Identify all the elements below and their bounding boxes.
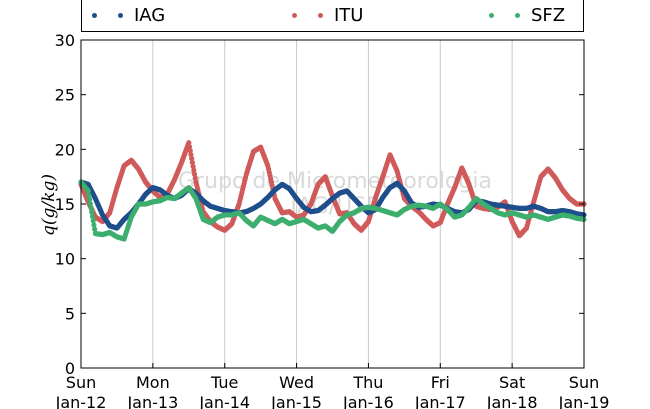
x-tick-day-label: Sun — [569, 373, 599, 392]
x-tick-date-label: Jan-14 — [198, 393, 250, 409]
x-tick-date-label: Jan-16 — [342, 393, 394, 409]
x-tick-date-label: Jan-15 — [270, 393, 322, 409]
legend-label-sfz: SFZ — [531, 4, 566, 26]
data-point — [190, 163, 196, 169]
legend: IAG ITU SFZ — [81, 0, 584, 32]
data-point — [186, 140, 192, 146]
legend-item-itu: ITU — [288, 2, 363, 28]
data-point — [91, 222, 97, 228]
data-point — [88, 205, 94, 211]
legend-label-itu: ITU — [334, 4, 364, 26]
legend-item-sfz: SFZ — [485, 2, 565, 28]
series-points — [78, 140, 587, 242]
watermark-line-1: Grupo de Micrometeorologia — [178, 169, 492, 194]
data-point — [191, 171, 198, 177]
data-point — [186, 144, 193, 150]
x-tick-date-label: Jan-12 — [55, 393, 107, 409]
x-tick-day-label: Mon — [136, 373, 170, 392]
x-tick-day-label: Sun — [66, 373, 96, 392]
y-axis-ticks: 0 5 10 15 20 25 30 — [55, 31, 584, 378]
y-tick-label: 25 — [55, 86, 75, 105]
y-tick-label: 0 — [65, 359, 75, 378]
x-tick-day-label: Tue — [210, 373, 238, 392]
y-axis-label: q(g/kg) — [39, 174, 59, 236]
data-point — [85, 188, 91, 194]
x-tick-day-label: Wed — [279, 373, 314, 392]
x-tick-day-label: Sat — [499, 373, 525, 392]
x-tick-date-label: Jan-19 — [558, 393, 610, 409]
y-tick-label: 5 — [65, 304, 75, 323]
y-tick-label: 10 — [55, 250, 75, 269]
x-tick-date-label: Jan-17 — [414, 393, 466, 409]
legend-marker-sfz — [485, 2, 525, 28]
data-point — [189, 155, 195, 162]
legend-marker-iag — [88, 2, 128, 28]
data-point — [89, 213, 96, 220]
data-point — [187, 148, 193, 154]
x-tick-day-label: Thu — [352, 373, 383, 392]
legend-marker-itu — [288, 2, 328, 28]
data-point — [192, 175, 198, 181]
data-point — [90, 218, 96, 224]
data-point — [191, 167, 197, 173]
data-point — [92, 226, 98, 232]
y-tick-label: 20 — [55, 140, 75, 159]
data-point — [89, 209, 95, 215]
data-point — [87, 201, 93, 207]
legend-item-iag: IAG — [88, 2, 165, 28]
data-point — [188, 151, 194, 158]
series-sfz — [78, 179, 587, 242]
x-axis-ticks: SunJan-12MonJan-13TueJan-14WedJan-15ThuJ… — [55, 363, 610, 409]
y-tick-label: 30 — [55, 31, 75, 50]
x-tick-day-label: Fri — [431, 373, 450, 392]
x-tick-date-label: Jan-18 — [486, 393, 538, 409]
data-point — [189, 159, 195, 166]
data-point — [86, 192, 92, 198]
y-tick-label: 15 — [55, 195, 75, 214]
legend-label-iag: IAG — [134, 4, 166, 26]
data-point — [87, 196, 93, 203]
x-tick-date-label: Jan-13 — [126, 393, 178, 409]
